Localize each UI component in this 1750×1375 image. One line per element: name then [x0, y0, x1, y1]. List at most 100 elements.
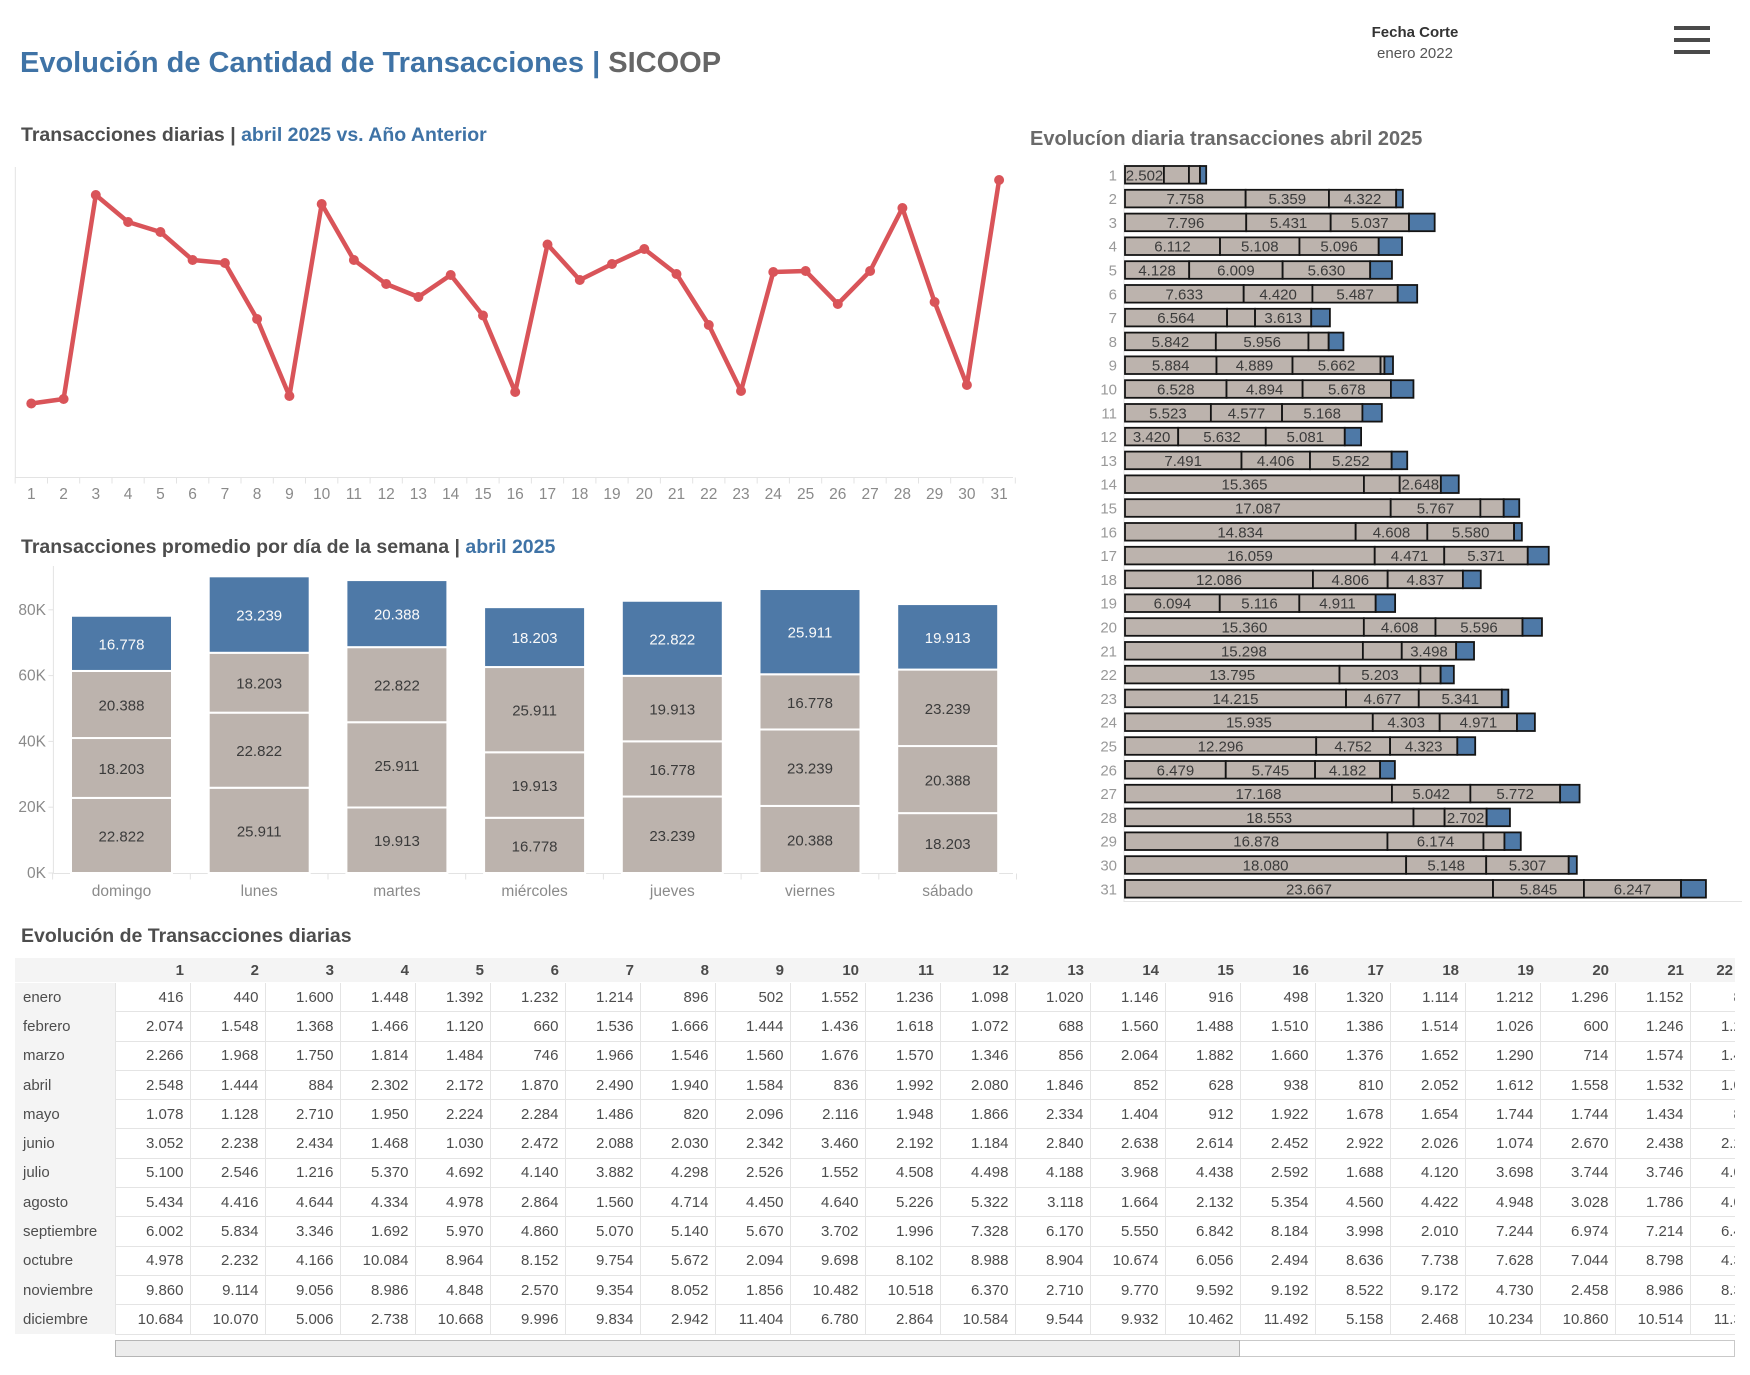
svg-text:18.203: 18.203 [99, 761, 145, 778]
svg-text:22: 22 [700, 486, 717, 503]
svg-text:3.498: 3.498 [1410, 643, 1448, 660]
svg-text:5.203: 5.203 [1361, 667, 1399, 684]
svg-text:martes: martes [373, 883, 421, 900]
svg-text:19.913: 19.913 [925, 630, 971, 647]
svg-text:7: 7 [1109, 310, 1117, 327]
svg-text:14.215: 14.215 [1213, 691, 1259, 708]
svg-text:5: 5 [156, 486, 165, 503]
svg-text:16: 16 [507, 486, 524, 503]
svg-text:19.913: 19.913 [512, 778, 558, 795]
svg-text:21: 21 [1100, 643, 1117, 660]
svg-text:19: 19 [1100, 596, 1117, 613]
svg-text:29: 29 [926, 486, 943, 503]
svg-text:25.911: 25.911 [375, 758, 420, 775]
svg-text:4.322: 4.322 [1344, 191, 1382, 208]
svg-text:20.388: 20.388 [787, 833, 833, 850]
svg-text:5.678: 5.678 [1328, 382, 1366, 399]
svg-text:5.168: 5.168 [1303, 405, 1341, 422]
svg-text:31: 31 [1100, 881, 1117, 898]
svg-text:18: 18 [1100, 572, 1117, 589]
svg-text:4.182: 4.182 [1329, 762, 1367, 779]
svg-text:19.913: 19.913 [649, 702, 695, 719]
svg-text:4: 4 [124, 486, 133, 503]
svg-text:3: 3 [91, 486, 100, 503]
svg-text:4: 4 [1109, 239, 1117, 256]
svg-text:60K: 60K [18, 668, 46, 685]
svg-text:17.168: 17.168 [1236, 786, 1282, 803]
svg-text:4.837: 4.837 [1407, 572, 1445, 589]
svg-text:5.662: 5.662 [1318, 358, 1356, 375]
svg-text:18.203: 18.203 [512, 630, 558, 647]
svg-text:23.239: 23.239 [787, 761, 833, 778]
svg-text:6.174: 6.174 [1417, 834, 1455, 851]
svg-text:7: 7 [221, 486, 230, 503]
svg-text:16.778: 16.778 [787, 695, 833, 712]
svg-text:13.795: 13.795 [1209, 667, 1255, 684]
svg-text:5: 5 [1109, 263, 1117, 280]
svg-text:24: 24 [765, 486, 783, 503]
svg-text:20.388: 20.388 [374, 607, 420, 624]
svg-text:sábado: sábado [922, 883, 973, 900]
svg-text:6.247: 6.247 [1614, 881, 1652, 898]
svg-text:30: 30 [1100, 858, 1117, 875]
svg-text:4.323: 4.323 [1405, 739, 1443, 756]
svg-text:12.086: 12.086 [1196, 572, 1242, 589]
svg-text:6: 6 [188, 486, 197, 503]
svg-text:lunes: lunes [241, 883, 278, 900]
svg-text:2: 2 [59, 486, 68, 503]
svg-text:0K: 0K [27, 865, 47, 882]
svg-text:25.911: 25.911 [237, 823, 282, 840]
svg-text:24: 24 [1100, 715, 1117, 732]
svg-text:20.388: 20.388 [925, 773, 971, 790]
svg-text:5.630: 5.630 [1308, 263, 1346, 280]
svg-text:4.806: 4.806 [1332, 572, 1370, 589]
svg-text:22.822: 22.822 [649, 631, 695, 648]
svg-text:20: 20 [1100, 620, 1117, 637]
svg-text:8: 8 [1109, 334, 1117, 351]
svg-text:5.096: 5.096 [1320, 239, 1358, 256]
svg-text:jueves: jueves [649, 883, 695, 900]
svg-text:13: 13 [1100, 453, 1117, 470]
svg-text:6.528: 6.528 [1157, 382, 1195, 399]
svg-text:25: 25 [1100, 739, 1117, 756]
svg-text:2: 2 [1109, 191, 1117, 208]
svg-text:5.580: 5.580 [1452, 524, 1490, 541]
svg-text:8: 8 [253, 486, 262, 503]
svg-text:26: 26 [1100, 762, 1117, 779]
svg-text:5.037: 5.037 [1351, 215, 1389, 232]
svg-text:6.094: 6.094 [1154, 596, 1192, 613]
svg-text:6.564: 6.564 [1157, 310, 1195, 327]
svg-text:16.778: 16.778 [512, 838, 558, 855]
svg-text:18: 18 [571, 486, 588, 503]
svg-text:5.487: 5.487 [1336, 286, 1374, 303]
svg-text:16.059: 16.059 [1227, 548, 1273, 565]
svg-text:4.752: 4.752 [1334, 739, 1372, 756]
svg-text:25: 25 [797, 486, 814, 503]
svg-text:7.796: 7.796 [1167, 215, 1205, 232]
svg-text:18.080: 18.080 [1243, 858, 1289, 875]
svg-text:5.596: 5.596 [1460, 620, 1498, 637]
svg-text:14: 14 [442, 486, 460, 503]
svg-text:3.613: 3.613 [1264, 310, 1302, 327]
svg-text:14.834: 14.834 [1217, 524, 1263, 541]
svg-text:23: 23 [1100, 691, 1117, 708]
svg-text:miércoles: miércoles [501, 883, 568, 900]
svg-text:5.845: 5.845 [1520, 881, 1558, 898]
svg-text:80K: 80K [18, 602, 46, 619]
svg-text:12.296: 12.296 [1198, 739, 1244, 756]
svg-text:29: 29 [1100, 834, 1117, 851]
svg-text:20: 20 [636, 486, 654, 503]
svg-text:15.298: 15.298 [1221, 643, 1267, 660]
svg-text:2.502: 2.502 [1126, 167, 1164, 184]
svg-text:31: 31 [990, 486, 1007, 503]
svg-text:4.420: 4.420 [1259, 286, 1297, 303]
svg-text:19.913: 19.913 [374, 833, 420, 850]
svg-text:6.479: 6.479 [1157, 762, 1195, 779]
svg-text:4.911: 4.911 [1319, 596, 1355, 613]
svg-text:10: 10 [313, 486, 331, 503]
svg-text:4.471: 4.471 [1391, 548, 1429, 565]
svg-text:15.935: 15.935 [1226, 715, 1272, 732]
svg-text:5.359: 5.359 [1269, 191, 1307, 208]
svg-text:9: 9 [1109, 358, 1117, 375]
svg-text:22.822: 22.822 [236, 743, 282, 760]
